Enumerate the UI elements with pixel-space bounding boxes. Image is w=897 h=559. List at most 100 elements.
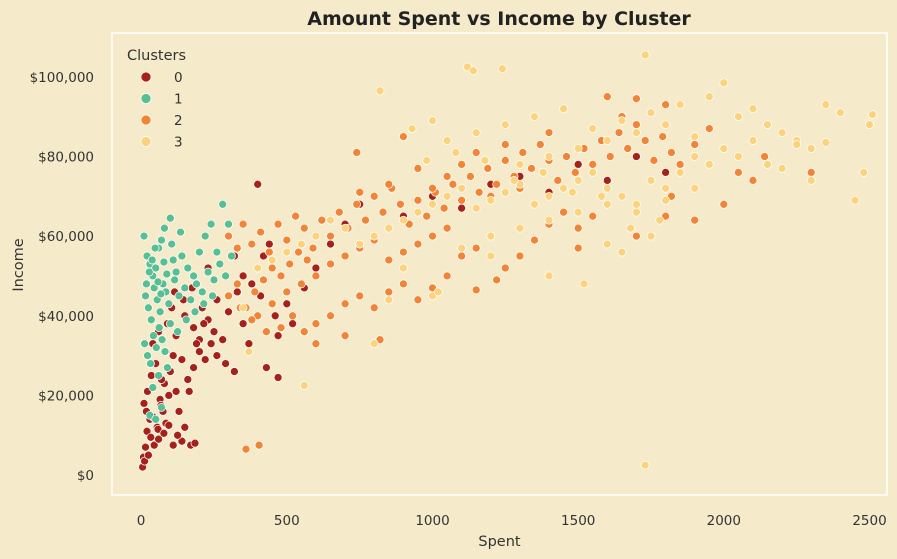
- cluster-2-point: [500, 156, 510, 165]
- cluster-2-point: [291, 211, 300, 221]
- cluster-2-point: [573, 223, 583, 233]
- cluster-2-point: [573, 243, 583, 253]
- cluster-2-point: [352, 148, 362, 157]
- cluster-2-point: [399, 279, 408, 289]
- cluster-2-point: [457, 251, 466, 261]
- x-tick-label: 500: [274, 513, 300, 529]
- cluster-2-point: [806, 168, 816, 177]
- cluster-2-point: [326, 231, 335, 241]
- cluster-2-point: [483, 164, 493, 173]
- cluster-3-point: [515, 223, 525, 233]
- legend-marker: [140, 114, 152, 126]
- cluster-1-point: [160, 347, 170, 356]
- cluster-1-point: [186, 295, 196, 305]
- cluster-2-point: [224, 291, 233, 301]
- cluster-3-point: [588, 168, 598, 177]
- cluster-1-point: [144, 303, 153, 313]
- cluster-3-point: [451, 148, 461, 157]
- cluster-2-point: [675, 160, 685, 169]
- cluster-3-point: [821, 138, 831, 147]
- cluster-2-point: [428, 231, 437, 241]
- cluster-0-point: [311, 263, 321, 273]
- cluster-3-point: [457, 183, 466, 193]
- cluster-1-point: [139, 231, 149, 241]
- cluster-1-point: [190, 307, 200, 317]
- cluster-2-point: [247, 315, 257, 325]
- cluster-2-point: [311, 339, 321, 349]
- cluster-2-point: [361, 215, 370, 225]
- cluster-3-point: [748, 104, 758, 114]
- cluster-1-point: [150, 243, 160, 253]
- cluster-0-point: [184, 387, 194, 396]
- cluster-3-point: [640, 50, 650, 60]
- cluster-2-point: [457, 160, 466, 169]
- cluster-3-point: [655, 215, 665, 225]
- cluster-2-point: [428, 183, 437, 193]
- cluster-0-point: [288, 319, 297, 329]
- cluster-3-point: [777, 164, 787, 173]
- cluster-0-point: [253, 179, 263, 189]
- cluster-1-point: [208, 291, 217, 301]
- cluster-2-point: [378, 207, 388, 217]
- cluster-3-point: [661, 195, 670, 205]
- cluster-3-point: [632, 199, 641, 209]
- cluster-2-point: [299, 223, 309, 233]
- cluster-3-point: [498, 64, 507, 74]
- cluster-0-point: [230, 367, 239, 376]
- cluster-0-point: [273, 373, 283, 382]
- cluster-0-point: [221, 359, 230, 368]
- cluster-2-point: [559, 207, 568, 217]
- cluster-2-point: [396, 199, 405, 209]
- cluster-1-point: [153, 277, 163, 287]
- cluster-3-point: [646, 108, 656, 118]
- cluster-0-point: [661, 168, 670, 177]
- cluster-2-point: [340, 251, 350, 261]
- x-tick-label: 1000: [415, 513, 449, 529]
- cluster-3-point: [559, 183, 568, 193]
- cluster-2-point: [232, 279, 242, 289]
- cluster-3-point: [375, 86, 385, 96]
- y-axis-ticks: $0 $20,000 $40,000 $60,000 $80,000 $100,000: [30, 70, 94, 484]
- cluster-0-point: [262, 363, 271, 372]
- cluster-0-point: [159, 428, 169, 438]
- cluster-1-point: [168, 255, 178, 265]
- cluster-2-point: [238, 219, 248, 229]
- cluster-3-point: [602, 136, 612, 145]
- cluster-3-point: [282, 247, 292, 257]
- cluster-2-point: [267, 299, 277, 309]
- cluster-3-point: [471, 203, 481, 213]
- cluster-3-point: [471, 128, 481, 137]
- legend-marker: [140, 71, 152, 83]
- cluster-3-point: [704, 160, 714, 169]
- cluster-3-point: [442, 136, 452, 145]
- cluster-2-point: [661, 100, 670, 110]
- chart-title: Amount Spent vs Income by Cluster: [307, 8, 691, 30]
- cluster-3-point: [567, 187, 577, 197]
- cluster-1-point: [162, 269, 172, 279]
- cluster-3-point: [500, 187, 510, 197]
- legend-marker: [140, 93, 152, 104]
- cluster-1-point: [148, 383, 158, 392]
- cluster-2-point: [439, 203, 449, 213]
- legend-entry-0: 0: [140, 70, 183, 86]
- cluster-2-point: [632, 120, 641, 129]
- cluster-0-point: [141, 442, 150, 452]
- x-tick-label: 2000: [707, 513, 741, 529]
- cluster-3-point: [428, 199, 437, 209]
- cluster-0-point: [326, 239, 335, 249]
- cluster-2-point: [352, 199, 362, 209]
- cluster-2-point: [317, 215, 327, 225]
- legend-entry-2: 2: [140, 113, 183, 129]
- cluster-1-point: [156, 289, 166, 299]
- cluster-3-point: [763, 120, 772, 129]
- cluster-2-point: [267, 263, 277, 273]
- cluster-3-point: [457, 243, 466, 253]
- cluster-3-point: [632, 207, 641, 217]
- cluster-1-point: [212, 247, 222, 257]
- cluster-0-point: [177, 436, 187, 446]
- cluster-0-point: [139, 399, 149, 408]
- y-axis-label: Income: [11, 238, 27, 291]
- cluster-0-point: [173, 430, 182, 440]
- cluster-3-point: [299, 381, 309, 390]
- cluster-0-point: [168, 351, 178, 360]
